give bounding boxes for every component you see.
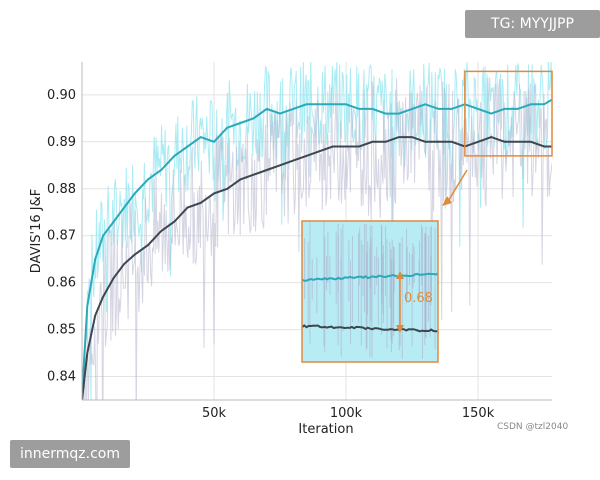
- y-axis-label: DAVIS'16 J&F: [29, 189, 44, 274]
- x-tick-label: 50k: [202, 406, 227, 421]
- y-tick-label: 0.85: [47, 323, 76, 338]
- inset-series-line: [302, 324, 438, 333]
- y-tick-label: 0.84: [47, 370, 76, 385]
- y-tick-label: 0.86: [47, 276, 76, 291]
- arrow-head-up: [396, 271, 404, 279]
- inset-series-line: [302, 272, 438, 282]
- zoom-region-box: [464, 70, 553, 157]
- y-tick-label: 0.87: [47, 229, 76, 244]
- zoom-annotation: 0.68: [301, 70, 553, 363]
- zoom-pointer-head: [442, 196, 452, 206]
- inset-content: [302, 221, 438, 360]
- smoothed-curves: [82, 98, 552, 400]
- x-tick-label: 100k: [330, 406, 363, 421]
- series-line: [82, 98, 552, 396]
- x-tick-label: 150k: [462, 406, 495, 421]
- zoom-pointer-arrow: [446, 169, 468, 204]
- series-line: [82, 136, 552, 400]
- x-axis-label: Iteration: [298, 422, 353, 437]
- axes: 0.84 0.85 0.86 0.87 0.88 0.89 0.90 50k 100k 150k: [47, 62, 552, 421]
- y-tick-label: 0.88: [47, 182, 76, 197]
- y-tick-label: 0.90: [47, 88, 76, 103]
- difference-label: 0.68: [404, 291, 433, 306]
- credit-text: CSDN @tzl2040: [497, 422, 569, 432]
- y-tick-label: 0.89: [47, 135, 76, 150]
- arrow-head-down: [396, 325, 404, 333]
- inset-border: [301, 220, 439, 363]
- watermark-bottom-left: innermqz.com: [10, 440, 130, 468]
- watermark-top-right: TG: MYYJJPP: [465, 10, 600, 38]
